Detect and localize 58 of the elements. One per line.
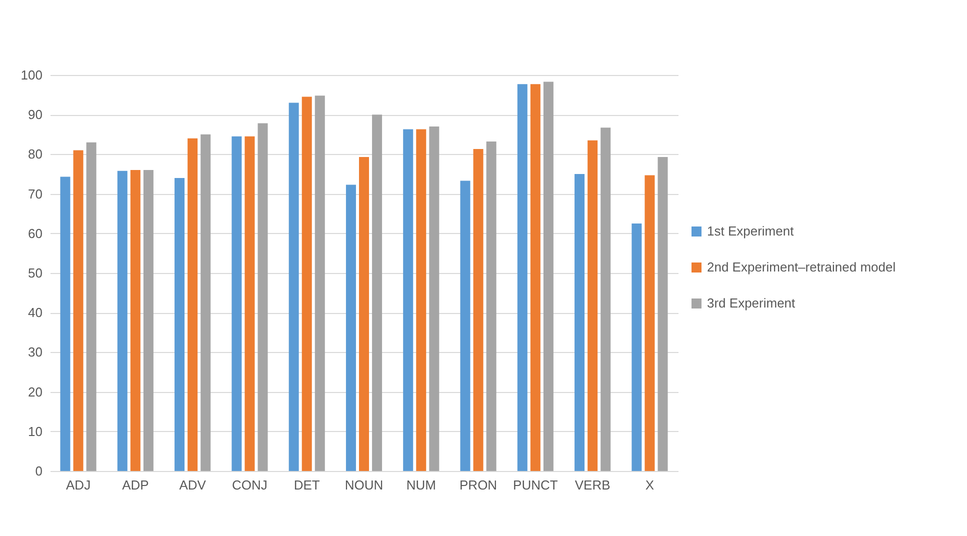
y-tick-label: 90 (28, 107, 42, 122)
bar (73, 150, 84, 471)
bar (86, 142, 96, 471)
y-tick-label: 60 (28, 226, 42, 241)
x-tick-label: VERB (574, 478, 610, 492)
x-tick-label: PRON (460, 478, 498, 492)
x-tick-label: ADV (179, 478, 206, 492)
y-tick-label: 70 (28, 186, 42, 202)
y-tick-label: 80 (28, 146, 42, 162)
bar (460, 180, 470, 471)
x-tick-label: NOUN (344, 478, 384, 492)
bar (429, 126, 440, 471)
bar (517, 84, 528, 471)
bar (372, 114, 382, 471)
bar (588, 140, 598, 471)
bar (403, 129, 414, 471)
x-tick-label: DET (294, 478, 320, 492)
bar (314, 96, 325, 471)
bar (416, 129, 426, 471)
bar (359, 156, 369, 471)
bar (244, 136, 255, 471)
bar (574, 174, 585, 471)
bar (232, 136, 242, 471)
bar (473, 149, 484, 471)
x-tick-label: NUM (406, 478, 436, 492)
bar (530, 84, 540, 471)
bar (632, 224, 642, 471)
bar (543, 82, 554, 471)
y-tick-label: 10 (28, 424, 42, 439)
legend-label: 3rd Experiment (707, 296, 796, 310)
bar (644, 175, 655, 471)
x-tick-label: X (645, 478, 654, 492)
bar (302, 96, 312, 471)
bar (658, 156, 668, 471)
bar (346, 184, 356, 471)
y-tick-label: 20 (28, 384, 42, 400)
x-tick-label: ADP (122, 478, 149, 492)
bar (117, 170, 128, 471)
x-tick-label: CONJ (232, 478, 268, 492)
legend-label: 1st Experiment (707, 224, 794, 238)
bar (188, 138, 198, 471)
bar (174, 178, 185, 471)
legend-label: 2nd Experiment–retrained model (707, 260, 896, 274)
y-tick-label: 100 (20, 68, 42, 82)
x-tick-label: ADJ (66, 478, 91, 492)
y-tick-label: 30 (28, 344, 42, 360)
bar (200, 134, 211, 471)
bar (143, 170, 154, 471)
y-tick-label: 40 (28, 305, 42, 320)
bar (288, 102, 299, 471)
bar (130, 170, 140, 471)
bar (60, 176, 70, 471)
y-tick-label: 0 (35, 464, 42, 478)
bar (258, 123, 268, 471)
y-tick-label: 50 (28, 266, 42, 280)
bar (486, 142, 496, 471)
bar (600, 128, 611, 471)
x-tick-label: PUNCT (513, 478, 558, 492)
